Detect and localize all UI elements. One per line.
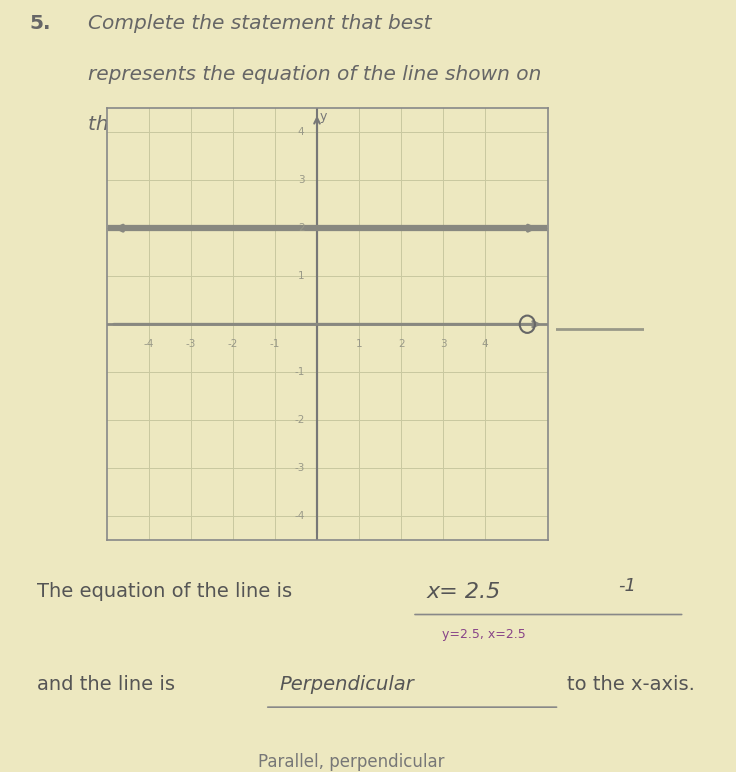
Text: -3: -3	[294, 463, 305, 473]
Text: 4: 4	[298, 127, 305, 137]
Text: -1: -1	[270, 339, 280, 349]
Text: Perpendicular: Perpendicular	[280, 675, 414, 694]
Text: y: y	[319, 110, 327, 124]
Text: the grid and its relationship to the x-axis,: the grid and its relationship to the x-a…	[88, 116, 505, 134]
Text: -4: -4	[294, 511, 305, 521]
Text: 1: 1	[355, 339, 362, 349]
Text: Complete the statement that best: Complete the statement that best	[88, 14, 432, 32]
Text: 3: 3	[440, 339, 447, 349]
Text: 2: 2	[397, 339, 405, 349]
Text: -2: -2	[294, 415, 305, 425]
Text: y=2.5, x=2.5: y=2.5, x=2.5	[442, 628, 526, 642]
Text: to the x-axis.: to the x-axis.	[567, 675, 695, 694]
Text: -4: -4	[144, 339, 154, 349]
Text: 5.: 5.	[29, 14, 51, 32]
Text: 3: 3	[298, 175, 305, 185]
Text: -1: -1	[618, 577, 636, 595]
Text: -2: -2	[227, 339, 238, 349]
Text: -3: -3	[185, 339, 196, 349]
Text: 1: 1	[298, 271, 305, 281]
Text: The equation of the line is: The equation of the line is	[37, 582, 292, 601]
Text: 4: 4	[482, 339, 489, 349]
Text: 2: 2	[298, 223, 305, 233]
Text: and the line is: and the line is	[37, 675, 175, 694]
Text: represents the equation of the line shown on: represents the equation of the line show…	[88, 65, 542, 83]
Text: x= 2.5: x= 2.5	[427, 582, 501, 602]
Text: -1: -1	[294, 367, 305, 378]
Text: Parallel, perpendicular: Parallel, perpendicular	[258, 753, 444, 771]
